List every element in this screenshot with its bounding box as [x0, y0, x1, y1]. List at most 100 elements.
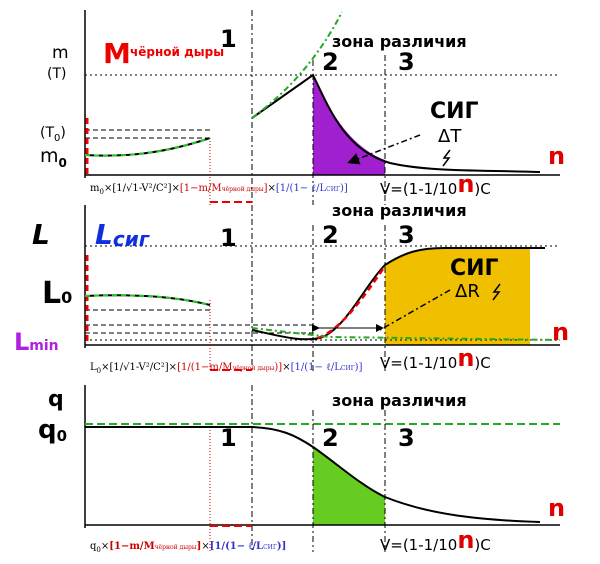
zone-number: 2: [322, 424, 339, 452]
speed-part: )C: [474, 536, 490, 554]
zone-number: 1: [220, 25, 237, 53]
formula-part: 0: [99, 188, 103, 196]
y-label: m0: [40, 145, 67, 170]
formula-part: ×: [282, 362, 290, 373]
formula-part: )]: [274, 362, 282, 373]
formula-part: [1/(1− ℓ/L: [210, 541, 263, 552]
curve: [251, 247, 545, 341]
y-label: L0: [42, 276, 72, 311]
formula-part: [1−m/M: [180, 183, 222, 194]
formula-part: q: [90, 541, 97, 552]
y-label: q0: [38, 415, 67, 445]
curve-approx: [317, 265, 387, 340]
formula-part: СИГ: [341, 365, 355, 372]
zone-label: зона различия: [332, 201, 467, 220]
label-part: (T: [40, 125, 54, 141]
formula-part: )]: [340, 183, 348, 194]
label-part: ): [60, 125, 65, 141]
zone-number: 3: [398, 48, 415, 76]
formula: m0×[1/√1-V²/C²]×[1−m/Mчёрной дыры]×[1/(1…: [90, 183, 348, 196]
sig-label: СИГ: [430, 99, 479, 124]
formula-part: [1−m/M: [109, 541, 154, 552]
label-sub: 0: [54, 133, 60, 144]
formula-part: )]: [277, 541, 286, 552]
formula-part: СИГ: [263, 544, 277, 551]
y-label: L: [32, 218, 50, 251]
formula-part: )]: [355, 362, 363, 373]
speed-part: n: [457, 526, 474, 554]
formula-part: [1/(1− ℓ/L: [276, 183, 327, 194]
curve: [84, 137, 211, 157]
label-part: L: [42, 276, 61, 311]
formula-part: чёрной дыры: [222, 186, 264, 193]
formula-part: ×: [169, 362, 177, 373]
label-sub: min: [29, 338, 58, 354]
y-label: Lсиг: [95, 218, 150, 251]
bolt-icon: [492, 283, 501, 301]
zone-label: зона различия: [332, 391, 467, 410]
y-label: Lmin: [14, 328, 59, 356]
panel-charge: q q0 1 зона различия 2 3 n q0×[1−m/Mчёрн…: [38, 385, 565, 554]
delta-label: ΔT: [438, 126, 462, 147]
formula-part: чёрной дыры: [232, 365, 274, 372]
speed-part: V=(1-1/10: [380, 180, 457, 198]
formula: q0×[1−m/Mчёрной дыры]×[1/(1− ℓ/LСИГ)]: [90, 541, 286, 554]
zone-number: 2: [322, 48, 339, 76]
formula: L0×[1/√1-V²/C²]×[1/(1−m/Mчёрной дыры)]×[…: [90, 362, 363, 375]
speed-part: )C: [474, 354, 490, 372]
speed: V=(1-1/10n)C: [380, 526, 491, 554]
formula-part: L: [90, 362, 97, 373]
y-label: (T): [47, 66, 66, 82]
curve-approx: [84, 137, 211, 157]
n-label: n: [548, 142, 565, 170]
panel-length: L Lсиг L0 Lmin 1 зона различия 2 3 СИГ Δ…: [14, 201, 569, 375]
zone-number: 1: [220, 424, 237, 452]
label-sub: сиг: [113, 227, 150, 251]
formula-part: 0: [96, 546, 100, 554]
formula-part: СИГ: [326, 186, 340, 193]
curve: [84, 294, 211, 306]
speed-part: )C: [474, 180, 490, 198]
formula-part: ×: [101, 541, 109, 552]
zone2-fill: [313, 75, 385, 175]
formula-part: ×[1/√1-V²/C²]: [101, 362, 169, 373]
pointer: [347, 134, 421, 165]
speed-part: n: [457, 170, 474, 198]
formula-part: ×: [201, 541, 209, 552]
y-label: m: [52, 43, 69, 63]
formula-part: ]: [264, 183, 268, 194]
n-label: n: [552, 318, 569, 346]
formula-part: [1/(1−m/M: [177, 362, 232, 373]
formula-part: ×: [268, 183, 276, 194]
label-part: q: [38, 415, 57, 445]
formula-part: ]: [197, 541, 202, 552]
zone-number: 2: [322, 221, 339, 249]
delta-label: ΔR: [455, 281, 480, 302]
zone-number: 3: [398, 424, 415, 452]
bolt-icon: [442, 149, 451, 167]
formula-part: чёрной дыры: [155, 544, 197, 551]
y-label: q: [48, 387, 64, 412]
bh-words: чёрной дыры: [130, 45, 224, 59]
sig-label: СИГ: [450, 256, 499, 281]
curve-approx: [84, 294, 211, 306]
zone3-fill: [385, 248, 530, 345]
label-part: m: [40, 145, 59, 167]
formula-part: 0: [97, 367, 101, 375]
formula-part: [1/(1− ℓ/L: [291, 362, 342, 373]
speed-part: V=(1-1/10: [380, 354, 457, 372]
label-part: L: [95, 218, 113, 251]
panel-mass: m (T) (T0) m0 M чёрной дыры 1 зона разли…: [40, 10, 565, 205]
n-label: n: [548, 494, 565, 522]
bh-letter: M: [103, 37, 131, 70]
curve: [85, 426, 541, 523]
label-part: L: [14, 328, 29, 356]
speed-part: V=(1-1/10: [380, 536, 457, 554]
zone-number: 3: [398, 221, 415, 249]
speed: V=(1-1/10n)C: [380, 170, 491, 198]
label-sub: 0: [57, 427, 67, 445]
formula-part: ×[1/√1-V²/C²]: [104, 183, 172, 194]
asymptote: [251, 11, 343, 119]
zone2-fill: [313, 447, 385, 525]
